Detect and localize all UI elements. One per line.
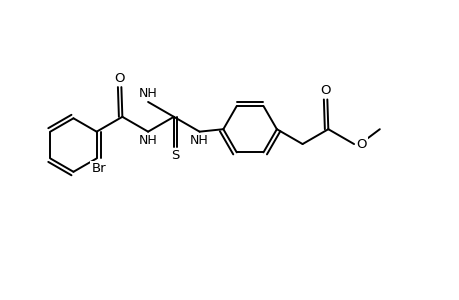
Text: NH: NH [139,86,157,100]
Text: NH: NH [190,134,208,147]
Text: O: O [319,84,330,97]
Text: O: O [355,138,366,151]
Text: S: S [171,149,179,162]
Text: Br: Br [91,162,106,175]
Text: O: O [114,72,125,85]
Text: NH: NH [139,134,157,147]
